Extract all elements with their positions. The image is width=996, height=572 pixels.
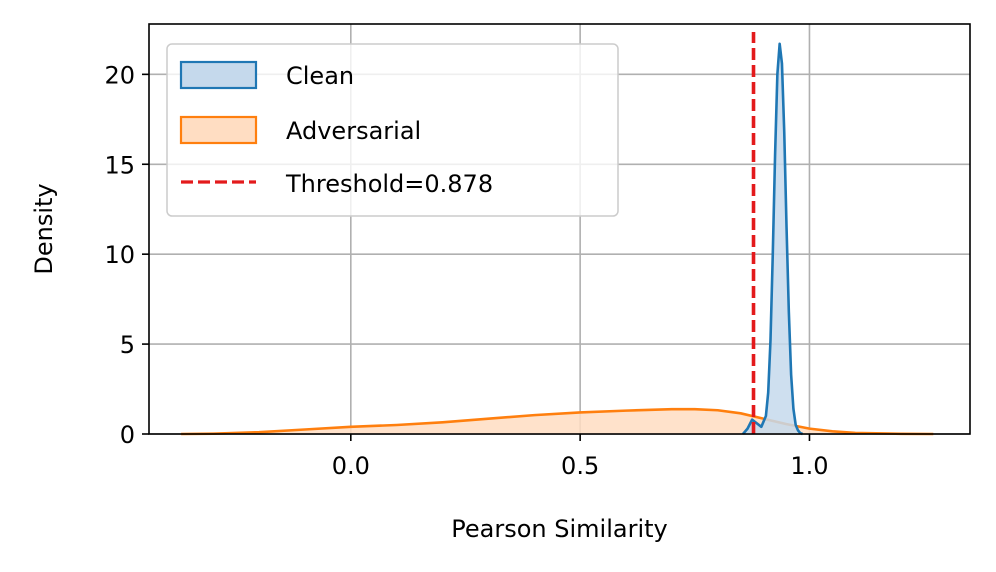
plot-frame: [148, 23, 971, 435]
legend-swatch-adversarial: [179, 115, 258, 145]
series-layer: [181, 42, 934, 436]
x-tick-label-2: 1.0: [790, 452, 828, 480]
series-line-adversarial: [181, 407, 934, 436]
y-tick-label-3: 15: [104, 151, 135, 179]
legend-label-adversarial: Adversarial: [286, 117, 421, 145]
x-tick-label-0: 0.0: [332, 452, 370, 480]
x-tick-label-1: 0.5: [561, 452, 599, 480]
y-tick-label-1: 5: [120, 331, 135, 359]
x-axis-label: Pearson Similarity: [451, 515, 667, 543]
series-area-clean: [742, 43, 803, 434]
y-axis-ticks: 0 5 10 15 20: [104, 61, 149, 449]
legend-label-clean: Clean: [286, 62, 354, 90]
legend-frame: [166, 43, 619, 217]
legend: Clean Adversarial Threshold=0.878: [166, 43, 619, 217]
x-axis-ticks: 0.0 0.5 1.0: [332, 434, 829, 480]
y-tick-label-0: 0: [120, 421, 135, 449]
y-axis-label: Density: [30, 183, 58, 274]
legend-label-threshold: Threshold=0.878: [285, 170, 493, 198]
series-line-clean: [741, 42, 804, 436]
legend-swatch-clean: [179, 60, 258, 90]
y-tick-label-4: 20: [104, 61, 135, 89]
y-tick-label-2: 10: [104, 241, 135, 269]
